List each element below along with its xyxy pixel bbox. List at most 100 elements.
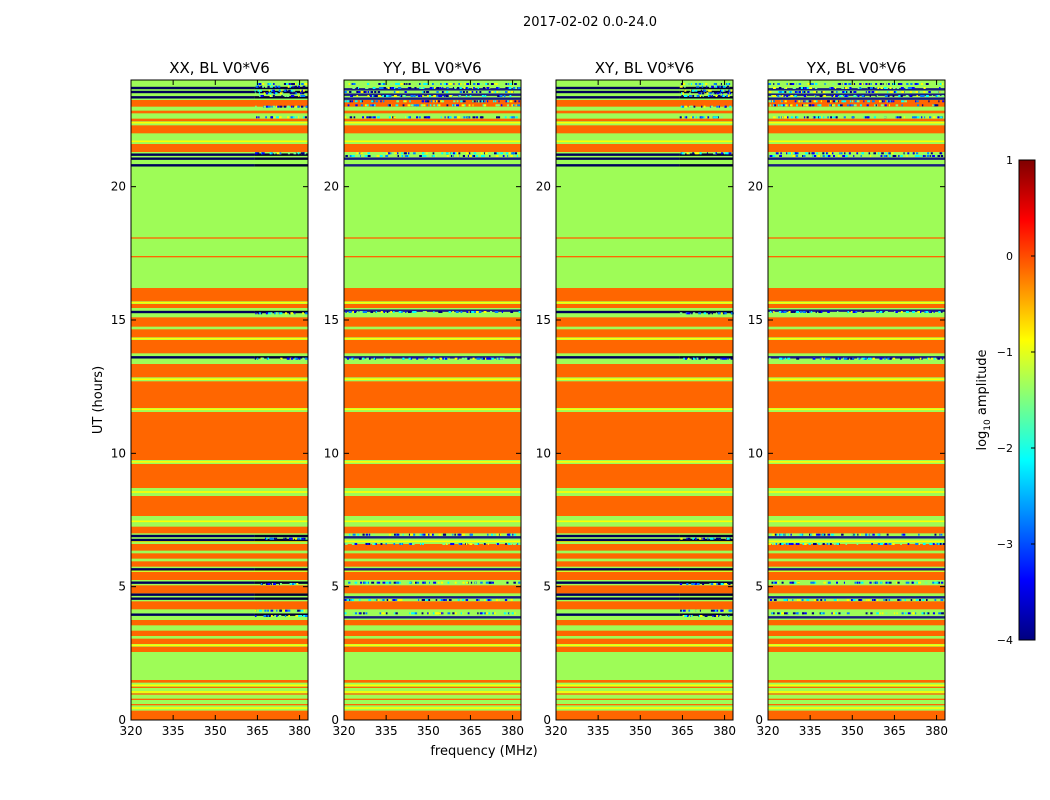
- heatmap-speckle: [713, 609, 716, 612]
- heatmap-speckle: [820, 311, 823, 313]
- heatmap-speckle: [925, 83, 929, 85]
- heatmap-speckle: [276, 609, 278, 612]
- heatmap-line: [131, 520, 308, 523]
- heatmap-speckle: [713, 152, 716, 155]
- heatmap-speckle: [408, 357, 411, 360]
- heatmap-speckle: [690, 615, 692, 617]
- heatmap-speckle: [923, 152, 926, 155]
- axes-frame: [130, 79, 309, 721]
- heatmap-speckle: [836, 357, 839, 360]
- heatmap-speckle: [457, 599, 460, 601]
- heatmap-speckle: [445, 83, 448, 85]
- x-tick-label: 350: [629, 724, 652, 738]
- heatmap-speckle: [771, 612, 773, 615]
- heatmap-speckle: [769, 100, 771, 103]
- heatmap-speckle: [494, 100, 497, 103]
- heatmap-line: [131, 121, 308, 124]
- heatmap-speckle: [499, 95, 503, 97]
- heatmap-speckle: [402, 83, 404, 85]
- heatmap-speckle: [293, 152, 297, 155]
- heatmap-speckle: [689, 92, 691, 95]
- heatmap-speckle: [815, 83, 818, 85]
- heatmap-speckle: [449, 95, 452, 97]
- heatmap-speckle: [789, 104, 793, 107]
- heatmap-speckle: [702, 83, 706, 85]
- heatmap-speckle: [883, 87, 887, 89]
- heatmap-speckle: [827, 100, 830, 103]
- heatmap-speckle: [387, 87, 390, 89]
- heatmap-speckle: [416, 104, 420, 107]
- heatmap-speckle: [416, 357, 419, 360]
- heatmap-speckle: [844, 87, 848, 89]
- heatmap-speckle: [383, 612, 385, 615]
- heatmap-speckle: [260, 85, 263, 88]
- heatmap-speckle: [382, 100, 385, 103]
- heatmap-speckle: [357, 87, 359, 89]
- heatmap-speckle: [360, 91, 364, 93]
- heatmap-speckle: [813, 155, 817, 157]
- heatmap-speckle: [290, 95, 294, 97]
- heatmap-speckle: [496, 104, 499, 107]
- heatmap-speckle: [686, 83, 689, 85]
- colorbar-label: log10 amplitude: [975, 349, 993, 450]
- heatmap-speckle: [709, 583, 711, 585]
- x-tick-label: 380: [501, 724, 524, 738]
- heatmap-speckle: [348, 83, 351, 85]
- heatmap-speckle: [302, 312, 304, 315]
- heatmap-line: [556, 378, 733, 380]
- heatmap-speckle: [388, 581, 392, 584]
- heatmap-band: [131, 693, 308, 695]
- heatmap-speckle: [456, 152, 459, 155]
- heatmap-speckle: [853, 104, 857, 107]
- heatmap-speckle: [423, 533, 426, 536]
- heatmap-speckle: [351, 100, 353, 103]
- heatmap-speckle: [432, 155, 436, 157]
- heatmap-speckle: [404, 155, 408, 157]
- heatmap-band: [556, 686, 733, 688]
- heatmap-speckle: [875, 91, 878, 93]
- heatmap-speckle: [454, 533, 456, 536]
- heatmap-band: [344, 118, 521, 122]
- heatmap-speckle: [884, 357, 886, 360]
- heatmap-line: [556, 491, 733, 493]
- heatmap-speckle: [817, 599, 819, 601]
- heatmap-speckle: [715, 609, 719, 612]
- heatmap-speckle: [781, 100, 783, 103]
- heatmap-speckle: [777, 83, 780, 85]
- heatmap-speckle: [502, 116, 506, 119]
- heatmap-speckle: [777, 104, 780, 107]
- heatmap-speckle: [896, 87, 900, 89]
- heatmap-speckle: [876, 311, 880, 313]
- heatmap-speckle: [285, 312, 288, 315]
- heatmap-speckle: [890, 599, 894, 601]
- heatmap-speckle: [462, 116, 466, 119]
- heatmap-speckle: [390, 152, 392, 155]
- heatmap-speckle: [889, 104, 890, 107]
- heatmap-speckle: [728, 615, 730, 617]
- heatmap-speckle: [387, 104, 389, 107]
- heatmap-speckle: [491, 91, 494, 93]
- heatmap-speckle: [691, 357, 693, 360]
- heatmap-speckle: [728, 583, 731, 585]
- heatmap-speckle: [358, 612, 361, 615]
- heatmap-speckle: [392, 116, 394, 119]
- heatmap-speckle: [447, 581, 450, 584]
- heatmap-speckle: [769, 599, 773, 601]
- heatmap-speckle: [888, 100, 890, 103]
- heatmap-speckle: [794, 100, 797, 103]
- heatmap-speckle: [356, 152, 359, 155]
- heatmap-speckle: [684, 85, 686, 88]
- heatmap-speckle: [396, 91, 400, 93]
- heatmap-speckle: [875, 83, 878, 85]
- heatmap-speckle: [491, 152, 495, 155]
- heatmap-speckle: [829, 100, 832, 103]
- heatmap-speckle: [822, 155, 825, 157]
- heatmap-speckle: [354, 581, 358, 584]
- heatmap-speckle: [351, 357, 353, 360]
- heatmap-speckle: [271, 85, 273, 88]
- heatmap-speckle: [465, 95, 468, 97]
- heatmap-speckle: [374, 543, 376, 545]
- heatmap-speckle: [680, 312, 683, 315]
- heatmap-band: [768, 646, 945, 652]
- heatmap-dark-line: [131, 534, 255, 538]
